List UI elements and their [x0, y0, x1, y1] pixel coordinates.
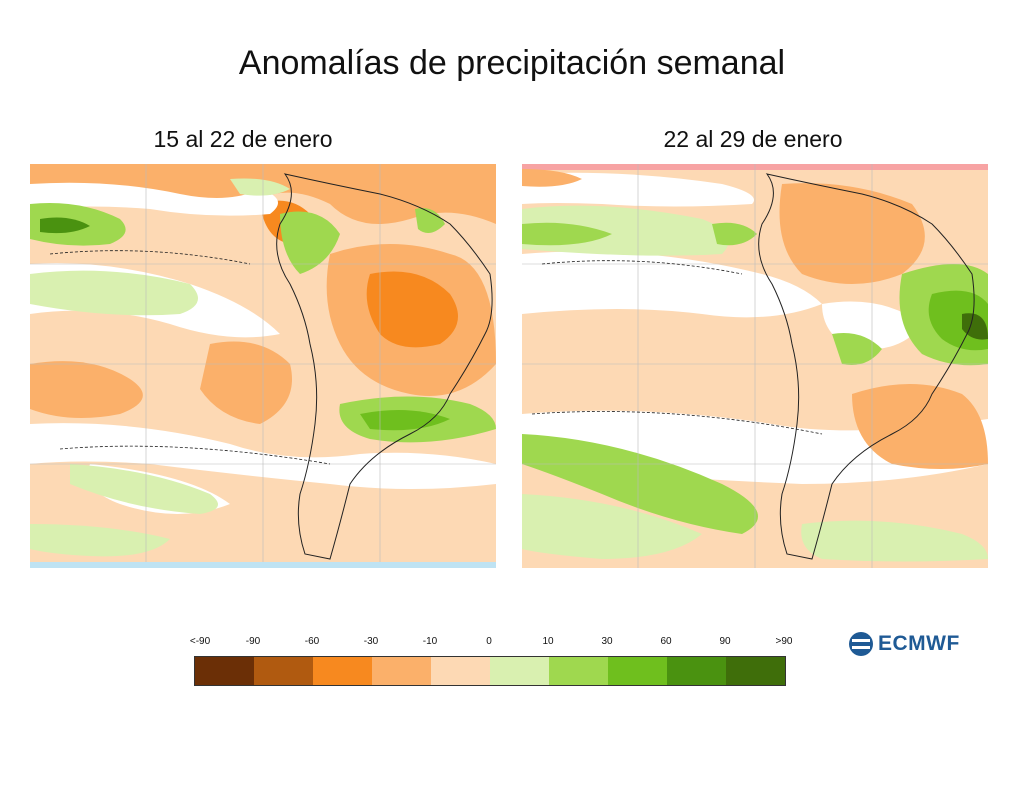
legend-label: 0 [486, 636, 492, 647]
map-panel-right [522, 164, 988, 568]
legend-labels: <-90 -90 -60 -30 -10 0 10 30 60 90 >90 [190, 636, 793, 650]
legend-color-bar [194, 656, 786, 686]
logo-text: ECMWF [878, 632, 960, 655]
legend-label: -30 [363, 636, 379, 647]
color-legend: <-90 -90 -60 -30 -10 0 10 30 60 90 >90 [190, 636, 793, 686]
legend-label: -90 [245, 636, 261, 647]
legend-swatch [726, 657, 785, 685]
legend-swatch [431, 657, 490, 685]
panel-left-subtitle: 15 al 22 de enero [153, 126, 333, 152]
legend-swatch [667, 657, 726, 685]
ecmwf-logo-icon [849, 632, 873, 656]
legend-label: >90 [775, 636, 793, 647]
legend-label: 30 [601, 636, 613, 647]
legend-label: -60 [304, 636, 320, 647]
legend-label: 60 [660, 636, 672, 647]
figure-title: Anomalías de precipitación semanal [238, 44, 786, 82]
legend-label: 90 [719, 636, 731, 647]
legend-label: <-90 [189, 636, 211, 647]
legend-label: 10 [542, 636, 554, 647]
legend-swatch [195, 657, 254, 685]
legend-swatch [372, 657, 431, 685]
legend-label: -10 [422, 636, 438, 647]
ecmwf-logo: ECMWF [848, 630, 960, 658]
legend-swatch [549, 657, 608, 685]
legend-swatch [608, 657, 667, 685]
map-panel-left [30, 164, 496, 568]
legend-swatch [254, 657, 313, 685]
legend-swatch [490, 657, 549, 685]
panel-right-subtitle: 22 al 29 de enero [663, 126, 843, 152]
legend-swatch [313, 657, 372, 685]
